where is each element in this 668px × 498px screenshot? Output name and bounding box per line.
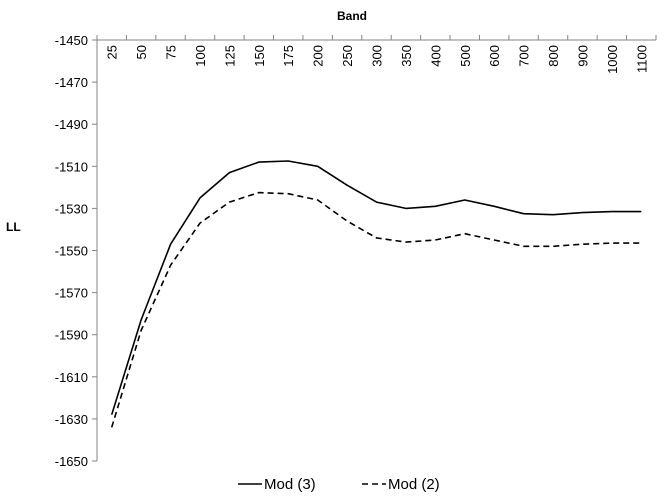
series-2: [110, 191, 642, 428]
y-tick-label: -1490: [55, 117, 88, 132]
x-tick-label: 400: [428, 45, 443, 67]
x-tick-label: 200: [311, 45, 326, 67]
y-tick-label: -1470: [55, 75, 88, 90]
x-axis-ticks: 25 50 75 100 125 150 175 200 250 300 350 400 500 600 7…: [96, 35, 657, 74]
x-tick-label: 125: [222, 45, 237, 67]
y-axis-ticks: -1450 -1470 -1490 -1510 -1530 -1550 -1570 -1590…: [55, 33, 97, 469]
x-tick-label: 25: [105, 45, 120, 59]
x-tick-label: 300: [370, 45, 385, 67]
x-tick-label: 800: [546, 45, 561, 67]
legend-label: Mod (2): [388, 476, 440, 493]
legend-label: Mod (3): [264, 476, 316, 493]
y-tick-label: -1550: [55, 244, 88, 259]
y-tick-label: -1650: [55, 454, 88, 469]
x-tick-label: 900: [575, 45, 590, 67]
x-tick-label: 1100: [634, 45, 649, 73]
series-line: [110, 191, 642, 428]
series-1: [110, 160, 642, 415]
y-tick-label: -1530: [55, 201, 88, 216]
x-tick-label: 100: [193, 45, 208, 67]
x-tick-label: 75: [164, 45, 179, 59]
y-tick-label: -1610: [55, 370, 88, 385]
x-tick-label: 500: [458, 45, 473, 67]
y-axis-title: LL: [6, 220, 21, 234]
y-tick-label: -1450: [55, 33, 88, 48]
y-tick-label: -1510: [55, 159, 88, 174]
x-tick-label: 700: [517, 45, 532, 67]
x-tick-label: 175: [281, 45, 296, 67]
x-axis-title: Band: [337, 9, 367, 23]
legend: Mod (3) Mod (2): [238, 476, 440, 493]
x-tick-label: 50: [134, 45, 149, 59]
x-tick-label: 250: [340, 45, 355, 67]
x-tick-label: 600: [487, 45, 502, 67]
y-tick-label: -1590: [55, 328, 88, 343]
y-tick-label: -1570: [55, 286, 88, 301]
x-tick-label: 1000: [605, 45, 620, 74]
series-layer: [110, 160, 642, 428]
x-tick-label: 150: [252, 45, 267, 67]
series-line: [110, 160, 642, 415]
x-tick-label: 350: [399, 45, 414, 67]
y-tick-label: -1630: [55, 412, 88, 427]
